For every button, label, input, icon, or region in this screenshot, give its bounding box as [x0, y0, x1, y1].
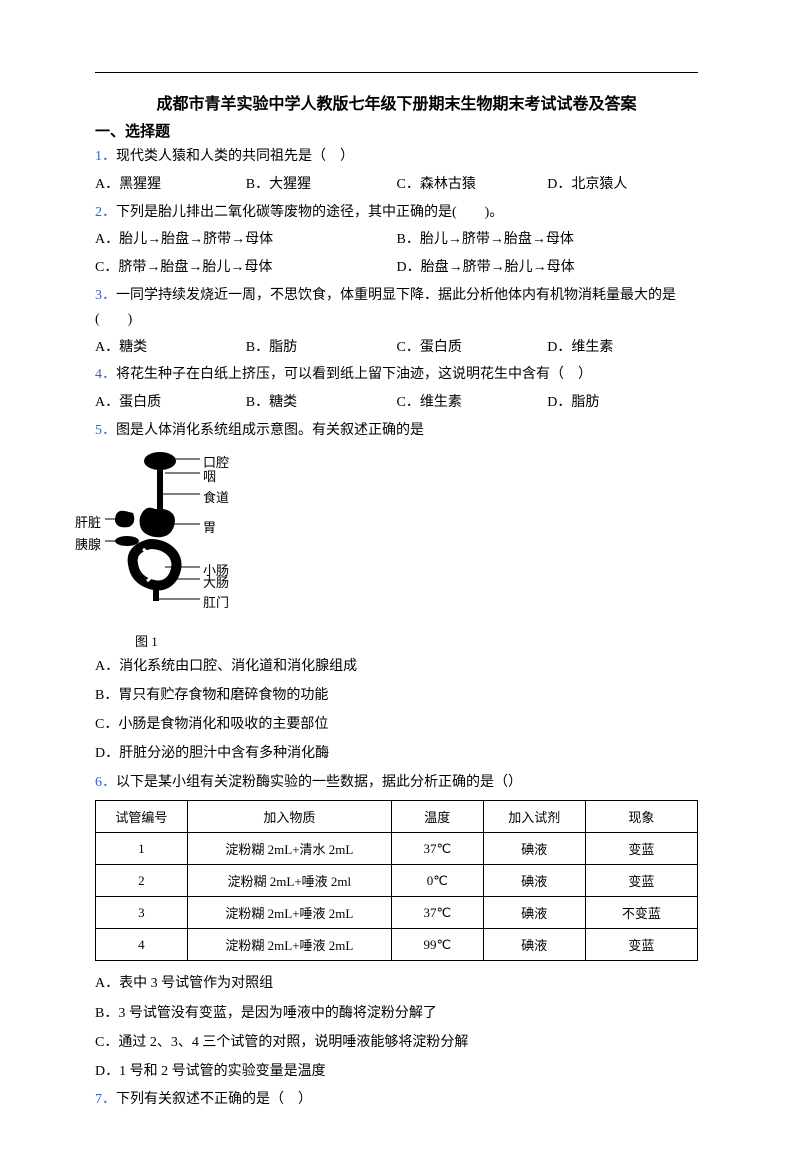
question-text: 将花生种子在白纸上挤压，可以看到纸上留下油迹，这说明花生中含有（ ） [116, 367, 592, 382]
table-body: 1 淀粉糊 2mL+清水 2mL 37℃ 碘液 变蓝 2 淀粉糊 2mL+唾液 … [96, 833, 698, 961]
table-row: 1 淀粉糊 2mL+清水 2mL 37℃ 碘液 变蓝 [96, 833, 698, 865]
td: 不变蓝 [585, 897, 697, 929]
opt-c: C．脐带→胎盘→胎儿→母体 [95, 256, 397, 280]
question-3-options: A．糖类 B．脂肪 C．蛋白质 D．维生素 [95, 336, 698, 360]
td: 碘液 [483, 929, 585, 961]
experiment-table: 试管编号 加入物质 温度 加入试剂 现象 1 淀粉糊 2mL+清水 2mL 37… [95, 800, 698, 961]
td: 0℃ [391, 865, 483, 897]
opt-a: A．蛋白质 [95, 391, 246, 415]
question-text: 下列是胎儿排出二氧化碳等废物的途径，其中正确的是( )。 [116, 205, 503, 220]
opt-a: A．胎儿→胎盘→脐带→母体 [95, 228, 397, 252]
question-number: 1． [95, 149, 116, 164]
question-4-options: A．蛋白质 B．糖类 C．维生素 D．脂肪 [95, 391, 698, 415]
td: 碘液 [483, 833, 585, 865]
td: 淀粉糊 2mL+清水 2mL [187, 833, 391, 865]
th: 温度 [391, 801, 483, 833]
table-row: 4 淀粉糊 2mL+唾液 2mL 99℃ 碘液 变蓝 [96, 929, 698, 961]
td: 37℃ [391, 897, 483, 929]
td: 变蓝 [585, 833, 697, 865]
opt-d: D．北京猿人 [547, 173, 698, 197]
question-2: 2．下列是胎儿排出二氧化碳等废物的途径，其中正确的是( )。 [95, 201, 698, 225]
question-number: 7． [95, 1092, 116, 1107]
question-text: 一同学持续发烧近一周，不思饮食，体重明显下降．据此分析他体内有机物消耗量最大的是… [95, 288, 676, 327]
opt-c: C．蛋白质 [397, 336, 548, 360]
q5-opt-c: C．小肠是食物消化和吸收的主要部位 [95, 712, 698, 737]
label-pharynx: 咽 [203, 466, 216, 485]
question-number: 5． [95, 423, 116, 438]
diagram-caption: 图 1 [135, 631, 698, 650]
question-2-options-row2: C．脐带→胎盘→胎儿→母体 D．胎盘→脐带→胎儿→母体 [95, 256, 698, 280]
question-text: 现代类人猿和人类的共同祖先是（ ） [116, 149, 354, 164]
opt-a: A．黑猩猩 [95, 173, 246, 197]
td: 变蓝 [585, 929, 697, 961]
opt-b: B．糖类 [246, 391, 397, 415]
th: 加入试剂 [483, 801, 585, 833]
question-number: 2． [95, 205, 116, 220]
label-large-intestine: 大肠 [203, 572, 229, 591]
q6-opt-d: D．1 号和 2 号试管的实验变量是温度 [95, 1059, 698, 1084]
table-row: 3 淀粉糊 2mL+唾液 2mL 37℃ 碘液 不变蓝 [96, 897, 698, 929]
page-content: 成都市青羊实验中学人教版七年级下册期末生物期末考试试卷及答案 一、选择题 1．现… [0, 0, 793, 1156]
label-liver: 肝脏 [75, 512, 101, 531]
question-text: 以下是某小组有关淀粉酶实验的一些数据，据此分析正确的是（） [116, 775, 522, 790]
q6-opt-a: A．表中 3 号试管作为对照组 [95, 971, 698, 996]
td: 4 [96, 929, 188, 961]
th: 加入物质 [187, 801, 391, 833]
question-7: 7．下列有关叙述不正确的是（ ） [95, 1088, 698, 1112]
header-rule [95, 72, 698, 73]
td: 碘液 [483, 897, 585, 929]
label-anus: 肛门 [203, 592, 229, 611]
q6-opt-b: B．3 号试管没有变蓝，是因为唾液中的酶将淀粉分解了 [95, 1001, 698, 1026]
q6-opt-c: C．通过 2、3、4 三个试管的对照，说明唾液能够将淀粉分解 [95, 1030, 698, 1055]
question-4: 4．将花生种子在白纸上挤压，可以看到纸上留下油迹，这说明花生中含有（ ） [95, 363, 698, 387]
td: 2 [96, 865, 188, 897]
td: 1 [96, 833, 188, 865]
question-number: 4． [95, 367, 116, 382]
td: 淀粉糊 2mL+唾液 2mL [187, 897, 391, 929]
td: 碘液 [483, 865, 585, 897]
question-2-options-row1: A．胎儿→胎盘→脐带→母体 B．胎儿→脐带→胎盘→母体 [95, 228, 698, 252]
th: 现象 [585, 801, 697, 833]
digestive-diagram: 口腔 咽 食道 胃 小肠 大肠 肛门 肝脏 胰腺 图 1 [95, 449, 698, 650]
opt-d: D．脂肪 [547, 391, 698, 415]
q5-opt-d: D．肝脏分泌的胆汁中含有多种消化酶 [95, 741, 698, 766]
q5-opt-b: B．胃只有贮存食物和磨碎食物的功能 [95, 683, 698, 708]
opt-b: B．脂肪 [246, 336, 397, 360]
label-pancreas: 胰腺 [75, 534, 101, 553]
diagram-svg: 口腔 咽 食道 胃 小肠 大肠 肛门 肝脏 胰腺 [95, 449, 275, 629]
q5-opt-a: A．消化系统由口腔、消化道和消化腺组成 [95, 654, 698, 679]
question-6: 6．以下是某小组有关淀粉酶实验的一些数据，据此分析正确的是（） [95, 771, 698, 795]
question-1-options: A．黑猩猩 B．大猩猩 C．森林古猿 D．北京猿人 [95, 173, 698, 197]
table-row: 2 淀粉糊 2mL+唾液 2ml 0℃ 碘液 变蓝 [96, 865, 698, 897]
question-3: 3．一同学持续发烧近一周，不思饮食，体重明显下降．据此分析他体内有机物消耗量最大… [95, 284, 698, 332]
page-title: 成都市青羊实验中学人教版七年级下册期末生物期末考试试卷及答案 [95, 90, 698, 114]
question-number: 6． [95, 775, 116, 790]
label-esophagus: 食道 [203, 487, 229, 506]
question-1: 1．现代类人猿和人类的共同祖先是（ ） [95, 145, 698, 169]
question-text: 图是人体消化系统组成示意图。有关叙述正确的是 [116, 423, 424, 438]
label-stomach: 胃 [203, 517, 216, 536]
section-heading: 一、选择题 [95, 120, 698, 141]
opt-b: B．大猩猩 [246, 173, 397, 197]
td: 淀粉糊 2mL+唾液 2ml [187, 865, 391, 897]
td: 变蓝 [585, 865, 697, 897]
td: 99℃ [391, 929, 483, 961]
td: 37℃ [391, 833, 483, 865]
opt-c: C．森林古猿 [397, 173, 548, 197]
th: 试管编号 [96, 801, 188, 833]
td: 3 [96, 897, 188, 929]
opt-a: A．糖类 [95, 336, 246, 360]
question-number: 3． [95, 288, 116, 303]
digestive-system-icon [95, 449, 275, 614]
opt-d: D．胎盘→脐带→胎儿→母体 [397, 256, 699, 280]
opt-b: B．胎儿→脐带→胎盘→母体 [397, 228, 699, 252]
table-header-row: 试管编号 加入物质 温度 加入试剂 现象 [96, 801, 698, 833]
question-text: 下列有关叙述不正确的是（ ） [116, 1092, 312, 1107]
td: 淀粉糊 2mL+唾液 2mL [187, 929, 391, 961]
question-5: 5．图是人体消化系统组成示意图。有关叙述正确的是 [95, 419, 698, 443]
opt-c: C．维生素 [397, 391, 548, 415]
opt-d: D．维生素 [547, 336, 698, 360]
